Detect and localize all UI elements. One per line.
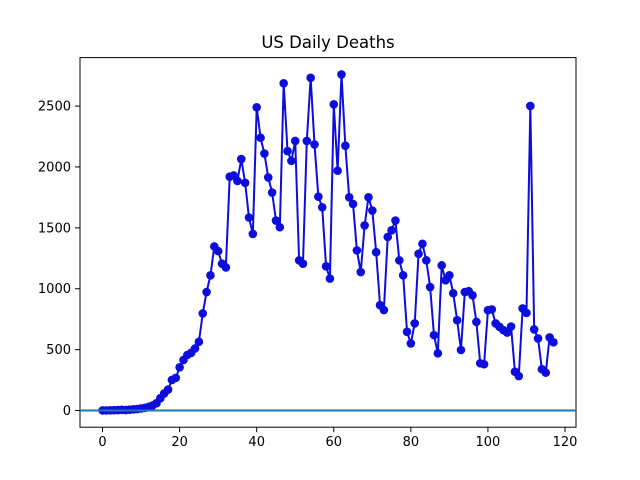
data-point <box>171 373 181 383</box>
data-point <box>163 385 173 394</box>
data-point <box>418 239 427 249</box>
data-point <box>410 319 420 328</box>
data-point <box>364 192 373 202</box>
data-point <box>514 371 524 381</box>
data-point <box>248 229 258 239</box>
data-point <box>221 263 231 272</box>
data-point <box>421 256 431 265</box>
x-axis-tick-label: 0 <box>98 435 106 450</box>
data-point <box>302 136 312 146</box>
x-axis-tick-label: 80 <box>403 435 420 450</box>
y-axis-tick-label: 1500 <box>38 221 71 236</box>
data-point <box>533 334 543 343</box>
data-point <box>371 247 381 257</box>
data-point <box>314 192 323 201</box>
data-point <box>395 256 404 265</box>
data-point <box>344 192 354 202</box>
data-point <box>198 309 208 318</box>
data-point <box>549 338 558 347</box>
x-axis-tick-label: 120 <box>553 435 578 450</box>
data-point <box>260 149 269 158</box>
data-point <box>352 246 362 255</box>
data-point <box>202 287 211 297</box>
data-point <box>433 348 443 358</box>
data-point <box>479 359 489 369</box>
data-point <box>194 337 204 347</box>
data-point <box>360 221 369 230</box>
data-point <box>398 271 408 280</box>
data-point <box>213 246 223 256</box>
data-point <box>290 136 300 146</box>
data-point <box>472 317 481 327</box>
x-axis-tick-label: 60 <box>326 435 343 450</box>
data-point <box>406 339 416 348</box>
data-point <box>414 249 423 259</box>
data-point <box>402 327 412 337</box>
data-point <box>529 325 539 334</box>
data-point <box>348 199 358 209</box>
data-point <box>283 146 292 156</box>
y-axis-tick-label: 500 <box>46 343 71 358</box>
data-point <box>452 315 462 325</box>
chart-title: US Daily Deaths <box>261 33 395 52</box>
x-axis-tick-label: 100 <box>476 435 501 450</box>
y-axis-tick-label: 1000 <box>38 282 71 297</box>
data-point <box>337 70 346 79</box>
x-axis-tick-label: 20 <box>171 435 188 450</box>
data-point <box>263 173 273 182</box>
data-point <box>429 330 439 340</box>
data-point <box>333 166 342 176</box>
data-point <box>379 305 389 315</box>
y-axis-tick-label: 2500 <box>38 100 71 115</box>
data-point <box>271 216 281 225</box>
data-point <box>279 79 288 88</box>
data-point <box>244 213 254 222</box>
data-point <box>445 271 454 280</box>
data-point <box>383 232 393 242</box>
data-point <box>325 274 335 283</box>
data-point <box>240 178 250 188</box>
data-point <box>391 216 400 225</box>
data-point <box>356 267 366 277</box>
data-point <box>387 225 396 235</box>
y-axis-tick-label: 2000 <box>38 160 71 175</box>
data-point <box>287 156 296 166</box>
data-point <box>522 308 531 318</box>
data-point <box>206 271 215 280</box>
axes-frame <box>79 57 577 428</box>
y-axis-tick-label: 0 <box>63 404 71 419</box>
data-point <box>275 222 285 232</box>
data-point <box>329 100 339 109</box>
data-point <box>487 305 497 314</box>
data-point <box>267 188 277 197</box>
x-axis-tick-label: 40 <box>248 435 265 450</box>
data-point <box>252 102 261 112</box>
data-point <box>368 206 377 215</box>
data-point <box>190 344 200 353</box>
data-point <box>233 176 242 186</box>
data-point <box>341 141 350 150</box>
data-point <box>541 368 551 377</box>
data-point <box>321 262 331 271</box>
data-point <box>456 345 466 355</box>
data-point <box>175 362 184 372</box>
data-point <box>425 282 435 292</box>
data-point <box>317 202 327 212</box>
data-point <box>306 73 315 83</box>
data-point <box>526 101 535 111</box>
data-point <box>236 154 246 164</box>
data-point <box>448 288 458 298</box>
data-point <box>468 291 477 300</box>
data-point <box>310 140 319 149</box>
data-point <box>256 133 265 143</box>
data-point <box>298 259 308 268</box>
data-point <box>437 261 446 270</box>
data-series-line <box>101 73 555 412</box>
data-point <box>506 322 516 331</box>
